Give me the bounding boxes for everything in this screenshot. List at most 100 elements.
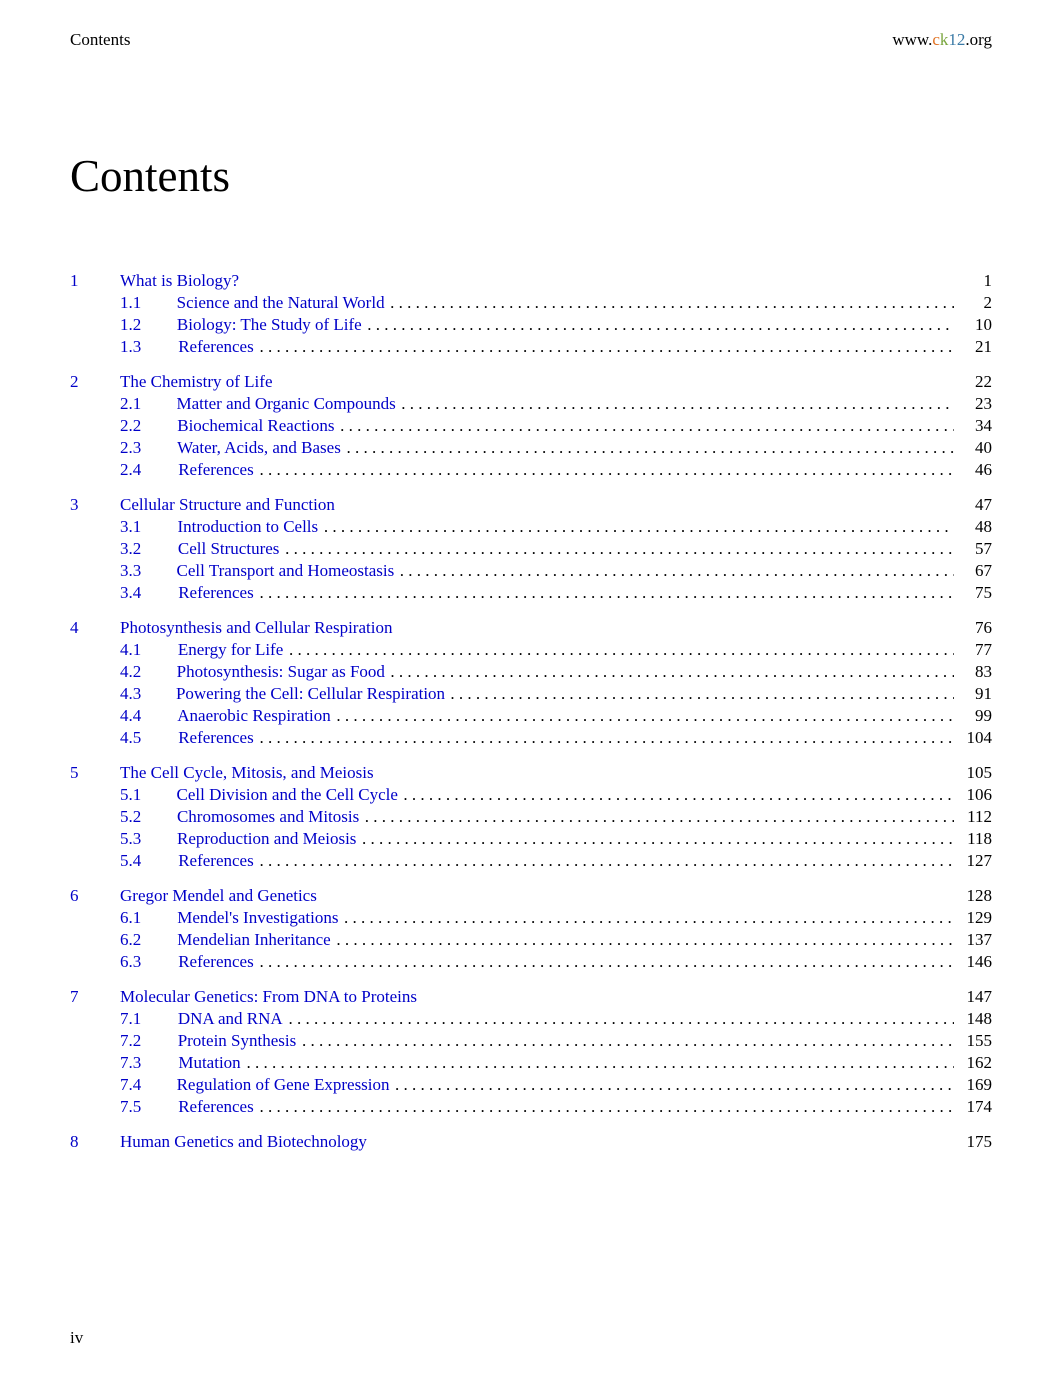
section-title-link[interactable]: DNA and RNA — [178, 1010, 283, 1027]
chapter-number-link[interactable]: 4 — [70, 619, 120, 636]
section-title-link[interactable]: References — [178, 338, 254, 355]
page-number-footer: iv — [70, 1328, 83, 1348]
chapter-number-link[interactable]: 2 — [70, 373, 120, 390]
leader-dots — [324, 518, 954, 535]
section-number-link[interactable]: 4.1 — [120, 641, 170, 658]
section-title-link[interactable]: Mutation — [178, 1054, 240, 1071]
section-number-link[interactable]: 3.4 — [120, 584, 170, 601]
section-title-link[interactable]: References — [178, 852, 254, 869]
section-title-link[interactable]: Powering the Cell: Cellular Respiration — [176, 685, 445, 702]
section-title-link[interactable]: Matter and Organic Compounds — [177, 395, 396, 412]
section-title-link[interactable]: Biology: The Study of Life — [177, 316, 362, 333]
section-number-link[interactable]: 7.4 — [120, 1076, 170, 1093]
chapter-number-link[interactable]: 7 — [70, 988, 120, 1005]
section-page-number: 57 — [958, 540, 992, 557]
section-title-link[interactable]: Photosynthesis: Sugar as Food — [177, 663, 385, 680]
leader-dots — [336, 931, 954, 948]
section-title-link[interactable]: References — [178, 461, 254, 478]
header-left: Contents — [70, 30, 130, 50]
section-number-link[interactable]: 1.1 — [120, 294, 170, 311]
section-page-number: 34 — [958, 417, 992, 434]
section-title-link[interactable]: Water, Acids, and Bases — [177, 439, 341, 456]
section-title-link[interactable]: Reproduction and Meiosis — [177, 830, 356, 847]
logo-12: 12 — [948, 30, 965, 49]
section-number-link[interactable]: 2.1 — [120, 395, 170, 412]
section-title-link[interactable]: References — [178, 584, 254, 601]
section-title-link[interactable]: Anaerobic Respiration — [177, 707, 330, 724]
chapter-title-link[interactable]: Human Genetics and Biotechnology — [120, 1133, 367, 1150]
logo-c: c — [932, 30, 940, 49]
section-title-link[interactable]: Cell Structures — [178, 540, 280, 557]
section-number-link[interactable]: 7.1 — [120, 1010, 170, 1027]
section-row: 5.1Cell Division and the Cell Cycle106 — [70, 786, 992, 803]
chapter-page-number: 105 — [958, 764, 992, 781]
section-title-link[interactable]: Cell Transport and Homeostasis — [177, 562, 395, 579]
chapter-number-link[interactable]: 3 — [70, 496, 120, 513]
section-number-link[interactable]: 2.3 — [120, 439, 170, 456]
chapter-title-link[interactable]: The Chemistry of Life — [120, 373, 273, 390]
header-right[interactable]: www.ck12.org — [892, 30, 992, 50]
section-title-link[interactable]: Introduction to Cells — [177, 518, 318, 535]
section-number-link[interactable]: 3.3 — [120, 562, 170, 579]
section-page-number: 75 — [958, 584, 992, 601]
section-title-link[interactable]: Protein Synthesis — [178, 1032, 297, 1049]
chapter-number-link[interactable]: 1 — [70, 272, 120, 289]
section-number-link[interactable]: 5.1 — [120, 786, 170, 803]
chapter-title-link[interactable]: Gregor Mendel and Genetics — [120, 887, 317, 904]
section-title-link[interactable]: Mendelian Inheritance — [177, 931, 330, 948]
section-number-link[interactable]: 3.1 — [120, 518, 170, 535]
section-row: 1.1Science and the Natural World2 — [70, 294, 992, 311]
section-page-number: 146 — [958, 953, 992, 970]
section-number-link[interactable]: 1.2 — [120, 316, 170, 333]
section-number-link[interactable]: 3.2 — [120, 540, 170, 557]
section-number-link[interactable]: 2.2 — [120, 417, 170, 434]
section-number-link[interactable]: 7.2 — [120, 1032, 170, 1049]
section-title-link[interactable]: Biochemical Reactions — [177, 417, 334, 434]
section-title-link[interactable]: Chromosomes and Mitosis — [177, 808, 359, 825]
section-row: 6.2Mendelian Inheritance137 — [70, 931, 992, 948]
section-number-link[interactable]: 4.4 — [120, 707, 170, 724]
section-number-link[interactable]: 4.3 — [120, 685, 170, 702]
section-row: 2.3Water, Acids, and Bases40 — [70, 439, 992, 456]
table-of-contents: 1What is Biology?1 1.1 Science and the Nat… — [70, 272, 992, 1150]
leader-dots — [260, 852, 954, 869]
section-title-link[interactable]: References — [178, 729, 254, 746]
section-number-link[interactable]: 5.3 — [120, 830, 170, 847]
section-number-link[interactable]: 2.4 — [120, 461, 170, 478]
section-number-link[interactable]: 5.2 — [120, 808, 170, 825]
leader-dots — [395, 1076, 954, 1093]
chapter-title-link[interactable]: The Cell Cycle, Mitosis, and Meiosis — [120, 764, 374, 781]
section-title-link[interactable]: References — [178, 1098, 254, 1115]
chapter-number-link[interactable]: 6 — [70, 887, 120, 904]
section-title-link[interactable]: Science and the Natural World — [177, 294, 385, 311]
chapter-title-link[interactable]: Cellular Structure and Function — [120, 496, 335, 513]
chapter-row: 1What is Biology?1 — [70, 272, 992, 289]
leader-dots — [288, 1010, 954, 1027]
section-title-link[interactable]: References — [178, 953, 254, 970]
section-number-link[interactable]: 6.2 — [120, 931, 170, 948]
section-number-link[interactable]: 4.2 — [120, 663, 170, 680]
section-title-link[interactable]: Mendel's Investigations — [177, 909, 338, 926]
section-title-link[interactable]: Cell Division and the Cell Cycle — [177, 786, 398, 803]
section-number-link[interactable]: 1.3 — [120, 338, 170, 355]
chapter-title-link[interactable]: What is Biology? — [120, 272, 239, 289]
section-title-link[interactable]: Regulation of Gene Expression — [177, 1076, 390, 1093]
section-number-link[interactable]: 7.3 — [120, 1054, 170, 1071]
section-number-link[interactable]: 5.4 — [120, 852, 170, 869]
section-row: 6.1Mendel's Investigations129 — [70, 909, 992, 926]
section-title-link[interactable]: Energy for Life — [178, 641, 283, 658]
section-number-link[interactable]: 6.3 — [120, 953, 170, 970]
chapter-number-link[interactable]: 8 — [70, 1133, 120, 1150]
chapter-title-link[interactable]: Molecular Genetics: From DNA to Proteins — [120, 988, 417, 1005]
section-row: 7.2Protein Synthesis155 — [70, 1032, 992, 1049]
chapter-number-link[interactable]: 5 — [70, 764, 120, 781]
section-number-link[interactable]: 4.5 — [120, 729, 170, 746]
section-page-number: 46 — [958, 461, 992, 478]
section-page-number: 118 — [958, 830, 992, 847]
section-number-link[interactable]: 7.5 — [120, 1098, 170, 1115]
section-row: 3.4 References 75 — [70, 584, 992, 601]
leader-dots — [340, 417, 954, 434]
section-number-link[interactable]: 6.1 — [120, 909, 170, 926]
chapter-title-link[interactable]: Photosynthesis and Cellular Respiration — [120, 619, 392, 636]
chapter-row: 5The Cell Cycle, Mitosis, and Meiosis 105 — [70, 764, 992, 781]
